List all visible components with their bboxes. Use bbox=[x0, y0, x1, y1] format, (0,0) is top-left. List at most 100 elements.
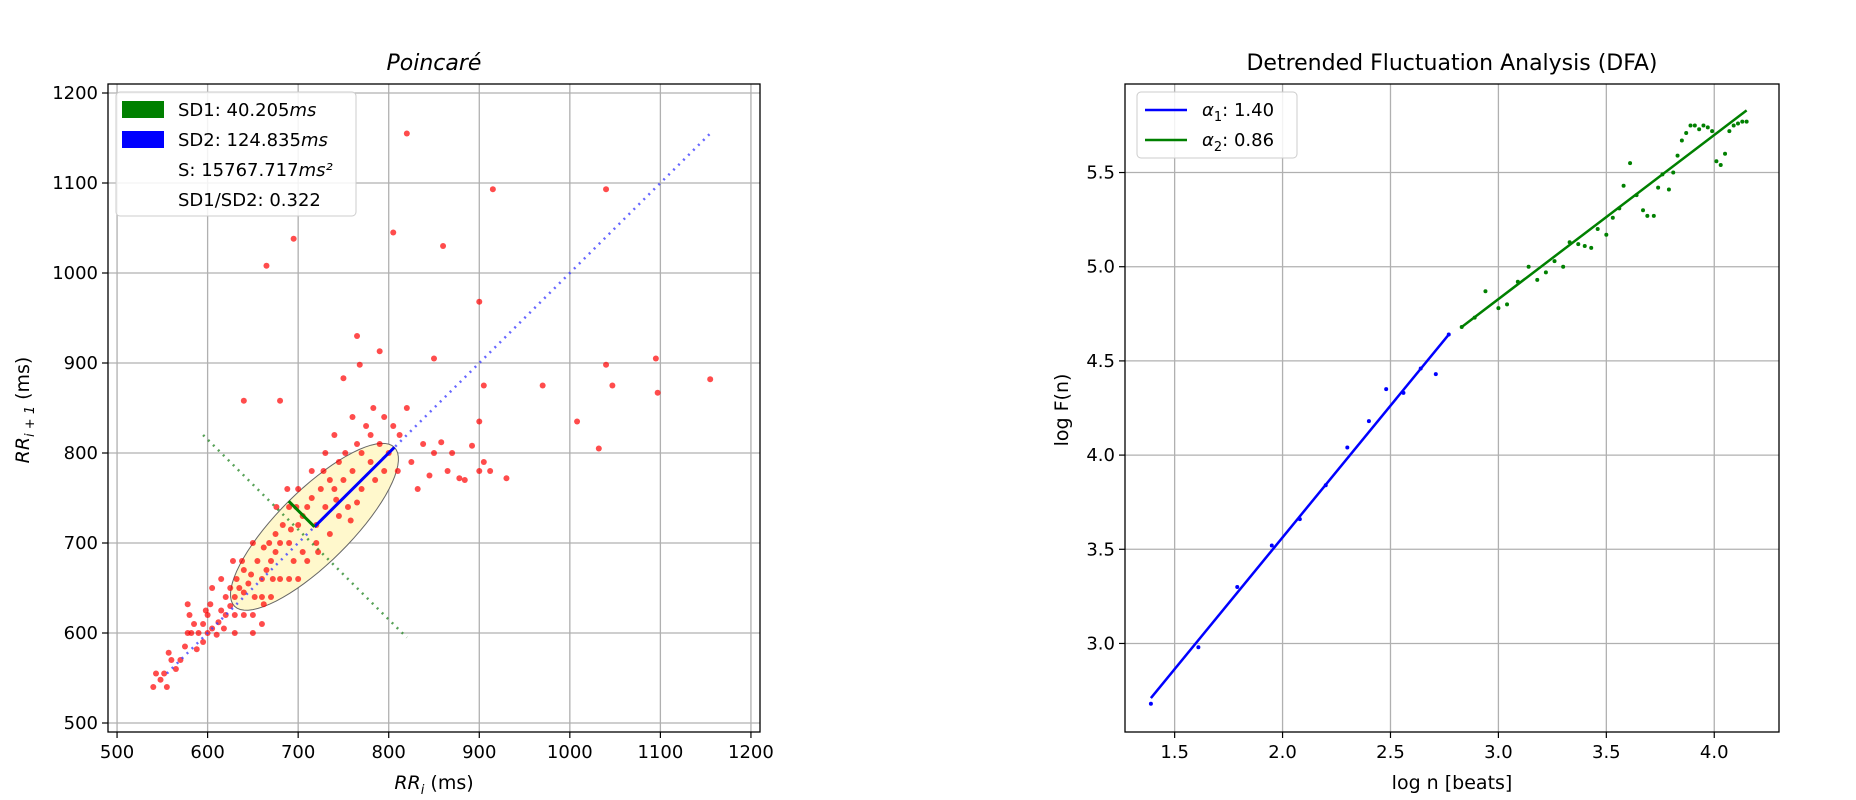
rr-point bbox=[254, 558, 261, 564]
legend-sd1-swatch bbox=[122, 101, 164, 118]
alpha2-point bbox=[1723, 151, 1728, 156]
alpha2-point bbox=[1714, 159, 1719, 164]
alpha2-point bbox=[1496, 306, 1501, 311]
rr-point bbox=[363, 423, 370, 429]
rr-point bbox=[476, 468, 483, 474]
dfa-y-tick-label: 5.0 bbox=[1086, 257, 1115, 278]
poincare-x-tick-label: 1100 bbox=[637, 742, 683, 763]
rr-point bbox=[376, 348, 383, 355]
alpha1-point bbox=[1446, 332, 1451, 337]
alpha2-fit-line bbox=[1460, 109, 1748, 328]
alpha2-point bbox=[1526, 264, 1531, 269]
rr-point bbox=[320, 468, 327, 474]
rr-point bbox=[150, 684, 157, 690]
alpha2-point bbox=[1552, 259, 1557, 264]
rr-point bbox=[354, 333, 361, 339]
rr-point bbox=[308, 468, 315, 474]
dfa-grid bbox=[1125, 84, 1779, 732]
rr-point bbox=[444, 468, 451, 474]
poincare-legend: SD1: 40.205ms SD2: 124.835ms S: 15767.71… bbox=[115, 91, 357, 217]
legend-alpha1-label: α1: 1.40 bbox=[1202, 100, 1274, 125]
rr-point bbox=[354, 499, 361, 506]
dfa-y-tick-label: 3.0 bbox=[1086, 633, 1115, 654]
rr-point bbox=[652, 355, 659, 362]
dfa-chart: 1.5 2.0 2.5 3.0 3.5 4.0 3.0 3.5 4.0 4.5 5.0 5.5 Det… bbox=[1051, 51, 1780, 794]
rr-point bbox=[322, 504, 329, 510]
poincare-x-tick-label: 700 bbox=[281, 742, 315, 763]
rr-point bbox=[414, 486, 421, 492]
alpha2-point bbox=[1651, 213, 1656, 218]
rr-point bbox=[469, 442, 476, 449]
rr-point bbox=[272, 531, 279, 537]
rr-point bbox=[539, 382, 546, 389]
rr-point bbox=[163, 684, 170, 690]
legend-alpha2-label: α2: 0.86 bbox=[1202, 130, 1274, 155]
alpha2-point bbox=[1610, 215, 1615, 220]
dfa-x-tick-label: 2.0 bbox=[1268, 742, 1297, 763]
rr-point bbox=[461, 477, 468, 483]
poincare-chart: 500 600 700 800 900 1000 1100 1200 500 600 700 800 9… bbox=[12, 51, 774, 798]
poincare-ticks: 500 600 700 800 900 1000 1100 1200 500 600 700 800 9… bbox=[52, 83, 774, 763]
rr-point bbox=[152, 670, 159, 677]
rr-point bbox=[218, 607, 225, 614]
legend-sd2-swatch bbox=[122, 131, 164, 148]
alpha2-point bbox=[1472, 315, 1477, 320]
rr-point bbox=[449, 450, 456, 456]
poincare-x-tick-label: 500 bbox=[100, 742, 134, 763]
alpha2-point bbox=[1589, 245, 1594, 250]
alpha2-point bbox=[1688, 123, 1693, 128]
rr-point bbox=[299, 549, 306, 555]
alpha1-point bbox=[1433, 372, 1438, 377]
alpha2-point bbox=[1628, 161, 1633, 166]
rr-point bbox=[390, 423, 397, 429]
poincare-title: Poincaré bbox=[387, 51, 482, 76]
rr-point bbox=[202, 607, 209, 614]
poincare-x-tick-label: 900 bbox=[462, 742, 496, 763]
poincare-y-tick-label: 900 bbox=[64, 353, 98, 374]
rr-point bbox=[331, 486, 338, 492]
dfa-axes-frame bbox=[1124, 83, 1780, 733]
alpha1-point bbox=[1401, 390, 1406, 395]
perpendicular-line bbox=[202, 434, 408, 639]
rr-point bbox=[654, 389, 661, 396]
rr-point bbox=[168, 657, 175, 663]
rr-point bbox=[209, 585, 216, 591]
rr-point bbox=[218, 576, 225, 582]
rr-point bbox=[227, 585, 234, 591]
rr-point bbox=[313, 540, 320, 546]
dfa-ticks: 1.5 2.0 2.5 3.0 3.5 4.0 3.0 3.5 4.0 4.5 5.0 5.5 bbox=[1086, 163, 1728, 763]
dfa-y-tick-label: 3.5 bbox=[1086, 539, 1115, 560]
alpha2-point bbox=[1735, 121, 1740, 126]
poincare-y-tick-label: 500 bbox=[64, 713, 98, 734]
rr-point bbox=[308, 495, 315, 501]
sd1-segment bbox=[287, 500, 316, 528]
alpha2-point bbox=[1705, 125, 1710, 130]
alpha2-point bbox=[1692, 123, 1697, 128]
alpha2-point bbox=[1666, 187, 1671, 192]
rr-point bbox=[431, 450, 437, 456]
poincare-grid bbox=[108, 84, 760, 732]
alpha2-point bbox=[1731, 123, 1736, 128]
rr-point bbox=[286, 504, 293, 510]
alpha2-point bbox=[1505, 302, 1510, 307]
rr-point bbox=[268, 594, 274, 600]
rr-point bbox=[195, 630, 202, 636]
poincare-y-tick-label: 700 bbox=[64, 533, 98, 554]
rr-point bbox=[239, 558, 246, 564]
rr-point bbox=[181, 643, 188, 650]
rr-point bbox=[476, 298, 483, 305]
rr-point bbox=[487, 468, 494, 474]
alpha2-point bbox=[1744, 119, 1749, 124]
alpha2-point bbox=[1660, 172, 1665, 177]
alpha1-point bbox=[1418, 366, 1423, 371]
rr-point bbox=[277, 540, 284, 546]
rr-point bbox=[603, 186, 610, 193]
rr-point bbox=[431, 355, 437, 362]
rr-point bbox=[263, 262, 270, 269]
alpha1-point bbox=[1345, 445, 1350, 450]
rr-point bbox=[426, 472, 433, 479]
rr-point bbox=[269, 576, 276, 582]
poincare-y-tick-label: 800 bbox=[64, 443, 98, 464]
alpha1-point bbox=[1323, 483, 1328, 488]
rr-point bbox=[266, 540, 273, 546]
